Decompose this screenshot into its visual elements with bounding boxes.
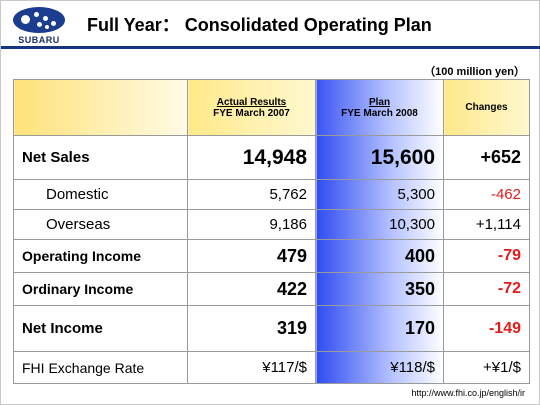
header-actual-period: FYE March 2007	[213, 107, 290, 119]
row-label: Domestic	[13, 179, 188, 210]
row-label: Ordinary Income	[13, 272, 188, 306]
actual-value: 9,186	[187, 209, 316, 240]
header-row: Actual Results FYE March 2007 Plan FYE M…	[13, 79, 530, 136]
plan-value: 170	[315, 305, 444, 352]
pleiades-star-icon	[13, 7, 65, 33]
row-label: Overseas	[13, 209, 188, 240]
row-label: Operating Income	[13, 239, 188, 273]
table-row: Net Income 319 170 -149	[13, 305, 530, 352]
table-row: Operating Income 479 400 -79	[13, 239, 530, 273]
table-row: FHI Exchange Rate ¥117/$ ¥118/$ +¥1/$	[13, 351, 530, 384]
header-corner	[13, 79, 188, 136]
change-value: -149	[443, 305, 530, 352]
units-label: （100 million yen）	[424, 66, 525, 78]
row-label: Net Sales	[13, 135, 188, 180]
table-row: Overseas 9,186 10,300 +1,114	[13, 209, 530, 240]
plan-value: ¥118/$	[315, 351, 444, 384]
plan-value: 400	[315, 239, 444, 273]
change-value: -72	[443, 272, 530, 306]
plan-value: 10,300	[315, 209, 444, 240]
change-value: +¥1/$	[443, 351, 530, 384]
actual-value: 14,948	[187, 135, 316, 180]
header-plan-title: Plan	[368, 96, 391, 108]
header-changes: Changes	[443, 79, 530, 136]
header-actual: Actual Results FYE March 2007	[187, 79, 316, 136]
table-row: Ordinary Income 422 350 -72	[13, 272, 530, 306]
header-actual-title: Actual Results	[216, 96, 287, 108]
actual-value: 422	[187, 272, 316, 306]
change-value: +652	[443, 135, 530, 180]
brand-name: SUBARU	[18, 35, 60, 45]
table-row: Net Sales 14,948 15,600 +652	[13, 135, 530, 180]
change-value: +1,114	[443, 209, 530, 240]
header-plan: Plan FYE March 2008	[315, 79, 444, 136]
page-title: Full Year： Consolidated Operating Plan	[87, 15, 432, 35]
plan-value: 5,300	[315, 179, 444, 210]
operating-plan-table: Actual Results FYE March 2007 Plan FYE M…	[13, 79, 530, 384]
row-label: Net Income	[13, 305, 188, 352]
table-row: Domestic 5,762 5,300 -462	[13, 179, 530, 210]
change-value: -462	[443, 179, 530, 210]
actual-value: 319	[187, 305, 316, 352]
change-value: -79	[443, 239, 530, 273]
actual-value: 5,762	[187, 179, 316, 210]
plan-value: 350	[315, 272, 444, 306]
row-label: FHI Exchange Rate	[13, 351, 188, 384]
plan-value: 15,600	[315, 135, 444, 180]
subaru-logo: SUBARU	[9, 5, 69, 49]
title-divider	[1, 46, 540, 49]
footer-url: http://www.fhi.co.jp/english/ir	[411, 388, 525, 398]
actual-value: ¥117/$	[187, 351, 316, 384]
header-plan-period: FYE March 2008	[341, 107, 418, 119]
actual-value: 479	[187, 239, 316, 273]
